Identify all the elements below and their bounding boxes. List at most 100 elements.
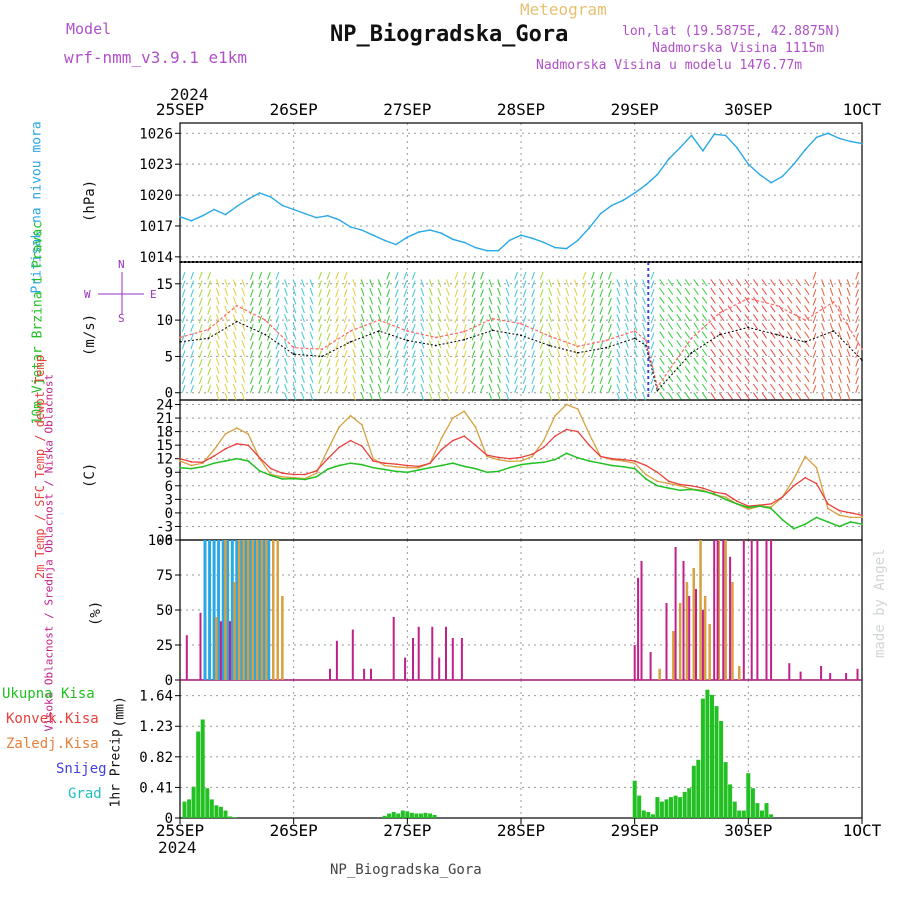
compass-north: N xyxy=(118,258,125,271)
wind-barb xyxy=(838,375,842,383)
wind-barb xyxy=(471,280,476,289)
wind-barb xyxy=(429,340,433,349)
wind-barb xyxy=(360,314,365,322)
wind-barb xyxy=(454,358,459,367)
y-tick-label: 1017 xyxy=(139,219,173,235)
wind-barb xyxy=(488,314,493,322)
wind-barb xyxy=(821,322,825,331)
precip-bar xyxy=(741,810,746,818)
legend-conv: Konvek.Kisa xyxy=(6,711,99,727)
wind-barb xyxy=(591,376,595,385)
wind-barb xyxy=(411,306,416,315)
temp-2m-line-point xyxy=(270,467,272,470)
wind-barb xyxy=(488,366,493,375)
wind-barb xyxy=(275,315,280,324)
wind-barb xyxy=(284,296,288,305)
y-tick-label: 18 xyxy=(156,425,173,441)
wind-barb xyxy=(224,279,229,288)
wind-barb xyxy=(207,367,212,376)
temp-2m-line-point xyxy=(235,442,238,445)
wind-barb xyxy=(667,287,674,295)
wind-speed-line-point xyxy=(548,344,551,347)
wind-barb xyxy=(710,366,716,374)
temp-2m-line-point xyxy=(633,460,636,462)
wind-barb xyxy=(770,287,776,295)
wind-barb xyxy=(403,289,408,298)
wind-barb xyxy=(411,350,416,359)
wind-barb xyxy=(480,358,484,367)
wind-barb xyxy=(548,366,553,375)
temp-2m-line-point xyxy=(713,491,716,493)
dewpoint-line-point xyxy=(361,463,363,466)
wind-barb xyxy=(804,279,810,287)
wind-barb xyxy=(497,331,501,340)
wind-barb xyxy=(701,322,708,330)
pressure-line-point xyxy=(838,137,841,140)
wind-barb xyxy=(420,392,425,401)
wind-barb xyxy=(318,297,322,306)
wind-barb xyxy=(701,392,708,400)
wind-barb xyxy=(241,279,246,288)
wind-barb xyxy=(429,349,433,357)
wind-barb xyxy=(591,280,595,289)
wind-barb xyxy=(565,375,570,383)
wind-barb xyxy=(608,315,612,324)
wind-barb xyxy=(667,340,674,348)
wind-barb xyxy=(735,340,742,348)
wind-barb xyxy=(727,296,733,304)
cloud-bar xyxy=(258,540,262,680)
x-tick-label-bottom: 28SEP xyxy=(497,821,545,840)
wind-barb xyxy=(556,279,561,288)
wind-barb xyxy=(258,280,263,289)
wind-barb xyxy=(573,392,578,401)
sfc-temp-line-point xyxy=(463,410,466,413)
wind-barb xyxy=(804,296,810,304)
wind-speed-line-point xyxy=(775,333,778,336)
wind-barb xyxy=(284,392,288,401)
wind-barb xyxy=(761,322,768,330)
wind-barb xyxy=(377,305,382,314)
wind-barb xyxy=(343,297,348,306)
wind-barb xyxy=(684,279,691,287)
x-tick-label-top: 29SEP xyxy=(611,100,659,119)
sfc-temp-line-point xyxy=(520,460,522,462)
wind-barb xyxy=(625,305,629,314)
compass-south: S xyxy=(118,312,125,325)
wind-barb xyxy=(616,331,621,340)
temp-2m-line-point xyxy=(508,457,511,460)
wind-barb xyxy=(497,287,501,296)
precip-bar xyxy=(396,813,401,818)
wind-barb xyxy=(684,305,691,313)
wind-barb xyxy=(181,297,186,306)
wind-barb xyxy=(335,358,339,367)
wind-barb xyxy=(667,366,674,374)
dewpoint-line-point xyxy=(349,462,352,465)
wind-barb xyxy=(846,375,851,383)
wind-barb xyxy=(446,287,450,296)
temp-2m-line-point xyxy=(292,473,295,476)
wind-barb xyxy=(795,383,802,391)
pressure-line-point xyxy=(542,241,545,244)
wind-barb xyxy=(804,331,810,339)
wind-barb xyxy=(241,296,246,305)
wind-barb xyxy=(795,305,802,313)
wind-barb xyxy=(710,357,716,365)
wind-barb xyxy=(215,383,220,392)
wind-barb xyxy=(701,383,708,391)
cloud-bar xyxy=(738,666,741,680)
dewpoint-line-point xyxy=(554,458,556,461)
wind-barb xyxy=(752,340,759,348)
x-tick-label-bottom: 25SEP xyxy=(156,821,204,840)
cloud-bar xyxy=(695,589,697,680)
wind-barb xyxy=(215,340,220,349)
wind-barb xyxy=(463,289,467,298)
sfc-temp-line-point xyxy=(792,478,795,480)
pressure-line-point xyxy=(406,236,409,239)
precip-bar xyxy=(205,788,210,818)
pressure-line-point xyxy=(304,212,306,215)
wind-gust-line-point xyxy=(349,330,352,332)
cloud-bar xyxy=(351,629,354,680)
wind-barb xyxy=(275,332,280,341)
wind-barb xyxy=(488,357,493,366)
wind-barb xyxy=(582,280,587,289)
